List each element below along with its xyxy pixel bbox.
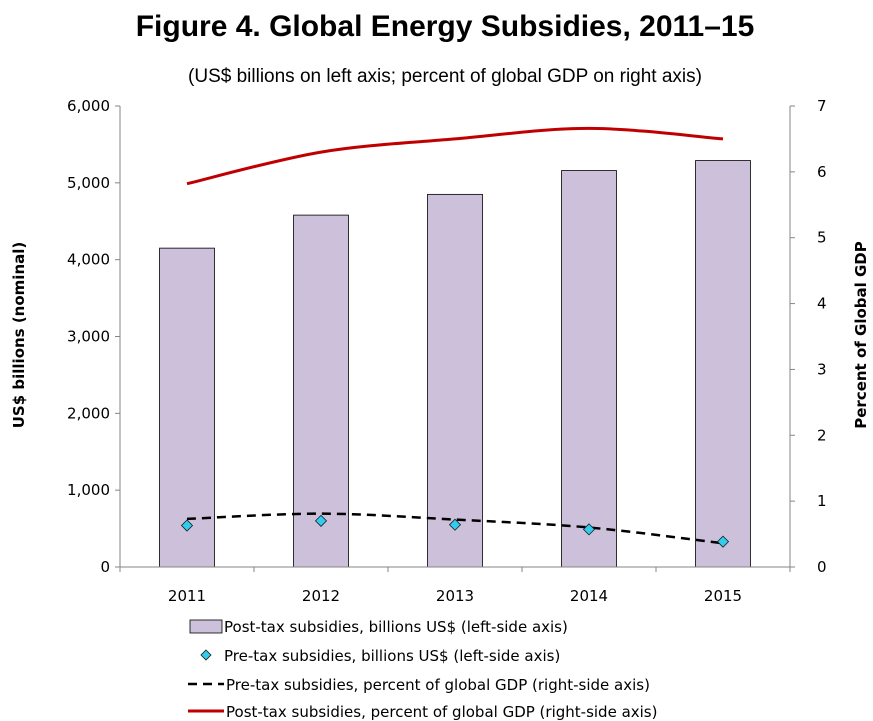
right-axis-ticks: 0 1 2 3 4 5 6 7	[790, 97, 827, 576]
bar-post-tax-subsidies	[427, 193, 483, 568]
right-tick-label: 2	[817, 426, 827, 444]
legend-label-pre-tax-marker: Pre-tax subsidies, billions US$ (left-si…	[224, 647, 560, 665]
marker-pre-tax-subsidies	[582, 523, 596, 536]
left-tick-label: 5,000	[67, 174, 110, 192]
legend-label-post-tax-line: Post-tax subsidies, percent of global GD…	[226, 703, 657, 721]
bar-post-tax-subsidies	[561, 170, 617, 568]
legend-label-post-tax-bar: Post-tax subsidies, billions US$ (left-s…	[224, 618, 568, 636]
left-tick-label: 2,000	[67, 404, 110, 422]
right-axis-title: Percent of Global GDP	[852, 241, 870, 429]
right-tick-label: 0	[817, 558, 827, 576]
x-tick-label: 2013	[436, 587, 474, 605]
bar-post-tax-subsidies	[293, 214, 349, 568]
x-axis-ticks: 2011 2012 2013 2014 2015	[119, 567, 791, 605]
bar-post-tax-subsidies	[159, 247, 215, 568]
x-tick-label: 2012	[302, 587, 340, 605]
left-tick-label: 1,000	[67, 481, 110, 499]
bar-series	[159, 160, 751, 568]
left-tick-label: 3,000	[67, 328, 110, 346]
legend-swatch-post-tax-bar	[189, 619, 223, 634]
right-tick-label: 6	[817, 163, 827, 181]
left-axis-title: US$ billions (nominal)	[10, 242, 28, 429]
right-tick-label: 1	[817, 492, 827, 510]
chart-title: Figure 4. Global Energy Subsidies, 2011–…	[136, 10, 755, 43]
marker-series	[180, 514, 730, 548]
marker-pre-tax-subsidies	[448, 518, 462, 531]
right-tick-label: 5	[817, 229, 827, 247]
marker-pre-tax-subsidies	[314, 514, 328, 527]
right-tick-label: 3	[817, 360, 827, 378]
legend: Post-tax subsidies, billions US$ (left-s…	[188, 618, 657, 721]
right-tick-label: 7	[817, 97, 827, 115]
line-post-tax-percent-gdp	[186, 126, 724, 186]
x-tick-label: 2011	[168, 587, 206, 605]
left-tick-label: 6,000	[67, 97, 110, 115]
legend-label-pre-tax-line: Pre-tax subsidies, percent of global GDP…	[226, 676, 650, 694]
left-tick-label: 4,000	[67, 251, 110, 269]
legend-swatch-pre-tax-marker	[200, 649, 212, 661]
left-tick-label: 0	[100, 558, 110, 576]
x-tick-label: 2014	[570, 587, 608, 605]
left-axis-ticks: 0 1,000 2,000 3,000 4,000 5,000 6,000	[67, 97, 120, 576]
marker-pre-tax-subsidies	[716, 535, 730, 548]
right-tick-label: 4	[817, 295, 827, 313]
line-series	[186, 126, 724, 545]
x-tick-label: 2015	[704, 587, 742, 605]
chart-subtitle: (US$ billions on left axis; percent of g…	[188, 66, 702, 87]
marker-pre-tax-subsidies	[180, 519, 194, 532]
bar-post-tax-subsidies	[695, 160, 751, 568]
